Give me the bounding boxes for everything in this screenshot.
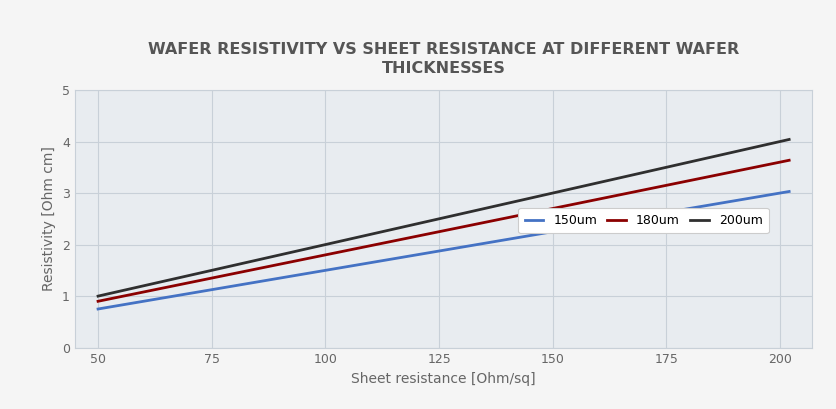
X-axis label: Sheet resistance [Ohm/sq]: Sheet resistance [Ohm/sq]: [351, 372, 535, 386]
150um: [466, 243, 477, 248]
200um: [767, 141, 777, 146]
200um: [93, 294, 103, 299]
180um: [421, 232, 431, 237]
Line: 150um: 150um: [98, 191, 788, 309]
150um: [783, 189, 793, 194]
200um: [659, 165, 669, 170]
180um: [425, 231, 435, 236]
Line: 200um: 200um: [98, 139, 788, 296]
150um: [767, 192, 777, 197]
200um: [504, 200, 514, 205]
Line: 180um: 180um: [98, 160, 788, 301]
150um: [504, 237, 514, 242]
180um: [504, 215, 514, 220]
150um: [659, 210, 669, 215]
180um: [659, 183, 669, 188]
200um: [783, 137, 793, 142]
Legend: 150um, 180um, 200um: 150um, 180um, 200um: [517, 208, 768, 233]
180um: [783, 158, 793, 163]
Title: WAFER RESISTIVITY VS SHEET RESISTANCE AT DIFFERENT WAFER
THICKNESSES: WAFER RESISTIVITY VS SHEET RESISTANCE AT…: [148, 41, 738, 76]
180um: [466, 222, 477, 227]
150um: [93, 307, 103, 312]
150um: [421, 251, 431, 256]
180um: [93, 299, 103, 304]
180um: [767, 161, 777, 166]
200um: [425, 218, 435, 223]
150um: [425, 250, 435, 255]
200um: [466, 209, 477, 214]
200um: [421, 219, 431, 224]
Y-axis label: Resistivity [Ohm cm]: Resistivity [Ohm cm]: [42, 146, 56, 291]
